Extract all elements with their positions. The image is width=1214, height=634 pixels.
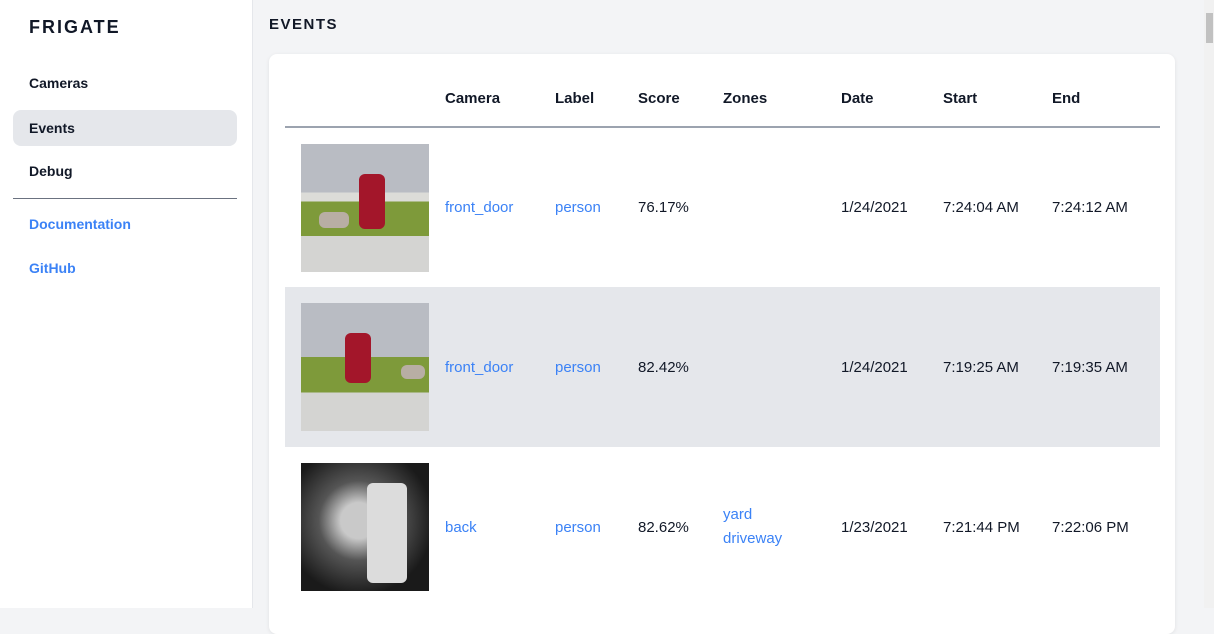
sidebar-item-events[interactable]: Events — [13, 110, 237, 146]
camera-link[interactable]: back — [445, 518, 477, 536]
zones — [723, 287, 841, 447]
zones: yard driveway — [723, 447, 841, 607]
sidebar-divider — [13, 198, 237, 199]
header-end: End — [1052, 70, 1160, 128]
brand-logo: FRIGATE — [29, 17, 121, 37]
table-row[interactable]: front_door person 82.42% 1/24/2021 7:19:… — [285, 287, 1160, 447]
start-time: 7:21:44 PM — [943, 518, 1020, 536]
label-link[interactable]: person — [555, 518, 601, 536]
zone-link[interactable]: driveway — [723, 530, 783, 547]
sidebar-item-cameras[interactable]: Cameras — [29, 75, 89, 91]
zone-link[interactable]: yard — [723, 506, 753, 523]
end-time: 7:22:06 PM — [1052, 518, 1129, 536]
table-row[interactable]: front_door person 76.17% 1/24/2021 7:24:… — [285, 127, 1160, 287]
header-start: Start — [943, 70, 1052, 128]
label-link[interactable]: person — [555, 287, 638, 447]
event-thumbnail[interactable] — [301, 143, 429, 272]
table-header: Camera Label Score Zones Date Start End — [285, 70, 1160, 128]
date: 1/24/2021 — [841, 199, 908, 216]
header-label: Label — [555, 70, 638, 128]
camera-link[interactable]: front_door — [445, 287, 555, 447]
page-title: EVENTS — [269, 16, 339, 33]
header-zones: Zones — [723, 70, 841, 128]
end-time: 7:24:12 AM — [1052, 199, 1128, 216]
date: 1/23/2021 — [841, 518, 908, 536]
score: 82.42% — [638, 287, 723, 447]
github-link[interactable]: GitHub — [29, 260, 76, 276]
date: 1/24/2021 — [841, 287, 943, 447]
header-thumbnail — [285, 70, 445, 128]
table-row[interactable]: back person 82.62% yard driveway 1/23/202… — [285, 447, 1160, 607]
event-thumbnail[interactable] — [301, 463, 429, 591]
events-card: Camera Label Score Zones Date Start End … — [269, 54, 1175, 634]
header-date: Date — [841, 70, 943, 128]
header-camera: Camera — [445, 70, 555, 128]
zones — [723, 127, 841, 287]
start-time: 7:24:04 AM — [943, 199, 1019, 216]
scrollbar-thumb[interactable] — [1206, 13, 1213, 43]
start-time: 7:19:25 AM — [943, 287, 1052, 447]
score: 82.62% — [638, 518, 689, 536]
events-table: Camera Label Score Zones Date Start End … — [285, 70, 1160, 607]
end-time: 7:19:35 AM — [1052, 287, 1160, 447]
scrollbar[interactable] — [1204, 0, 1214, 608]
camera-link[interactable]: front_door — [445, 199, 514, 216]
label-link[interactable]: person — [555, 199, 601, 216]
score: 76.17% — [638, 199, 689, 216]
sidebar: FRIGATE Cameras Events Debug Documentati… — [0, 0, 253, 608]
sidebar-item-debug[interactable]: Debug — [29, 163, 73, 179]
event-thumbnail[interactable] — [301, 303, 429, 431]
header-score: Score — [638, 70, 723, 128]
documentation-link[interactable]: Documentation — [29, 216, 131, 232]
